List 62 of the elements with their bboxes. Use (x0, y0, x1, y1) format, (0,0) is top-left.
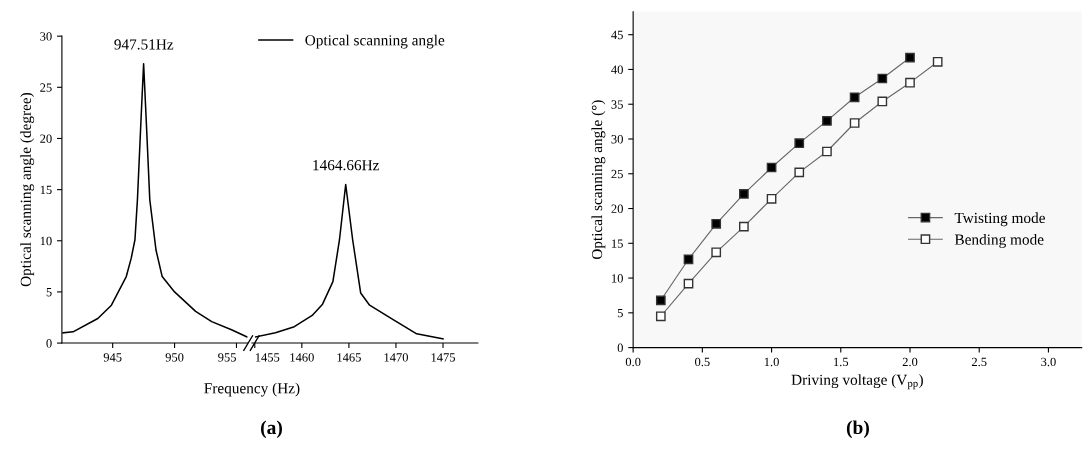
point (905, 77, 915, 88)
text: (a) (261, 420, 282, 439)
point (932, 56, 943, 67)
annotation: 947.51Hz (114, 39, 174, 50)
point (822, 146, 832, 157)
x-tick-label: 1.0 (764, 357, 779, 367)
x-tick-label: 1.5 (834, 357, 849, 367)
point (683, 254, 694, 265)
y-tick-label: 5 (617, 308, 623, 318)
point (794, 138, 805, 149)
point (849, 92, 860, 103)
x-tick-label: 2.5 (971, 357, 987, 367)
y-axis-title: Optical scanning angle (°) (591, 100, 606, 260)
point (905, 52, 915, 63)
text: (b) (846, 420, 869, 439)
x-axis-title: Frequency (Hz) (204, 382, 300, 397)
x-tick-label: 0.5 (695, 357, 710, 367)
point (877, 73, 888, 84)
legend-label: Optical scanning angle (305, 34, 445, 49)
y-tick-label: 45 (611, 30, 623, 40)
y-tick-label: 30 (611, 135, 623, 144)
point (822, 116, 832, 126)
y-tick-label: 0 (46, 339, 52, 348)
y-tick-label: 40 (611, 65, 623, 74)
y-axis-title: Optical scanning angle (degree) (20, 92, 35, 287)
point (794, 167, 805, 178)
x-tick-label: 1475 (431, 353, 456, 362)
y-tick-label: 10 (40, 236, 52, 246)
y-tick-label: 20 (40, 134, 52, 143)
x-tick-label: 955 (218, 353, 236, 362)
y-tick-label: 30 (40, 32, 52, 41)
y-tick-label: 10 (612, 274, 623, 283)
x-tick-label: 3.0 (1041, 357, 1056, 367)
x-tick-label: 1455 (255, 353, 280, 362)
point (655, 295, 666, 306)
point (739, 189, 749, 199)
point (849, 118, 860, 128)
x-tick-label: 1465 (337, 353, 361, 362)
y-tick-label: 25 (611, 169, 623, 179)
y-tick-label: 15 (40, 185, 52, 195)
point (711, 247, 722, 258)
point (711, 218, 722, 229)
x-tick-label: 950 (165, 353, 184, 362)
x-tick-label: 1470 (384, 353, 408, 362)
annotation: 1464.66Hz (313, 160, 379, 171)
y-tick-label: 20 (611, 204, 623, 213)
y-tick-label: 35 (611, 100, 623, 109)
point (655, 311, 666, 322)
y-tick-label: 15 (612, 239, 623, 248)
y-tick-label: 25 (40, 83, 52, 92)
x-axis-title: Driving voltage (V$_{pp}$) (791, 374, 923, 390)
x-tick-label: 1460 (290, 353, 314, 362)
point (877, 96, 888, 107)
y-tick-label: 0 (617, 343, 623, 353)
point (739, 221, 749, 232)
point (766, 193, 777, 204)
legend-label: Twisting mode (954, 212, 1045, 227)
x-tick-label: 0.0 (625, 357, 641, 367)
y-tick-label: 5 (46, 288, 52, 297)
legend-label: Bending mode (954, 233, 1044, 248)
x-tick-label: 2.0 (902, 357, 918, 367)
x-tick-label: 945 (103, 353, 122, 362)
